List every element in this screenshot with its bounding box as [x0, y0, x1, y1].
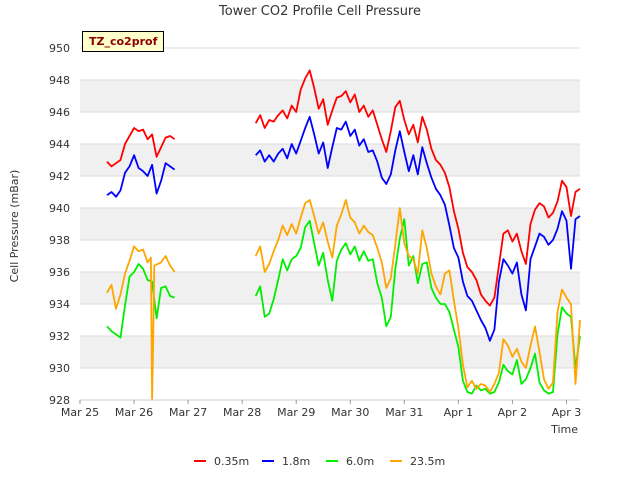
- plot-area: [80, 48, 580, 400]
- plot-band: [80, 208, 580, 240]
- x-axis-label: Time: [550, 423, 578, 436]
- x-tick-label: Apr 3: [552, 406, 582, 419]
- axes: [79, 399, 580, 404]
- legend-label: 0.35m: [214, 455, 249, 468]
- series-line-0.35m: [106, 69, 581, 307]
- legend-label: 6.0m: [346, 455, 374, 468]
- series-group: [106, 69, 581, 401]
- y-tick-label: 948: [49, 74, 70, 87]
- x-tick-label: Mar 30: [331, 406, 369, 419]
- y-tick-label: 950: [49, 42, 70, 55]
- plot-band: [80, 336, 580, 368]
- y-tick-label: 940: [49, 202, 70, 215]
- legend-label: 23.5m: [410, 455, 445, 468]
- y-tick-label: 942: [49, 170, 70, 183]
- legend-label: 1.8m: [282, 455, 310, 468]
- series-line-23.5m: [106, 199, 581, 401]
- x-tick-label: Apr 1: [444, 406, 474, 419]
- y-tick-label: 932: [49, 330, 70, 343]
- legend: 0.35m 1.8m 6.0m 23.5m: [194, 455, 445, 468]
- y-tick-label: 946: [49, 106, 70, 119]
- x-tick-label: Mar 25: [61, 406, 99, 419]
- y-tick-label: 930: [49, 362, 70, 375]
- x-tick-label: Mar 31: [385, 406, 423, 419]
- y-tick-labels: 928 930 932 934 936 938 940 942 944 946 948 950: [49, 42, 70, 407]
- y-tick-label: 928: [49, 394, 70, 407]
- y-tick-label: 936: [49, 266, 70, 279]
- series-line-1.8m: [106, 115, 581, 342]
- y-axis-label: Cell Pressure (mBar): [8, 170, 21, 283]
- chart-title: Tower CO2 Profile Cell Pressure: [218, 4, 421, 19]
- site-tag: TZ_co2prof: [82, 31, 165, 52]
- x-tick-label: Mar 26: [115, 406, 153, 419]
- plot-band: [80, 80, 580, 112]
- y-tick-label: 944: [49, 138, 70, 151]
- y-tick-label: 934: [49, 298, 70, 311]
- x-tick-label: Mar 29: [277, 406, 315, 419]
- series-line-6.0m: [106, 218, 581, 395]
- x-tick-labels: Mar 25 Mar 26 Mar 27 Mar 28 Mar 29 Mar 30 Mar …: [61, 406, 581, 419]
- x-tick-label: Apr 2: [498, 406, 528, 419]
- x-tick-label: Mar 27: [169, 406, 207, 419]
- x-tick-label: Mar 28: [223, 406, 261, 419]
- y-tick-label: 938: [49, 234, 70, 247]
